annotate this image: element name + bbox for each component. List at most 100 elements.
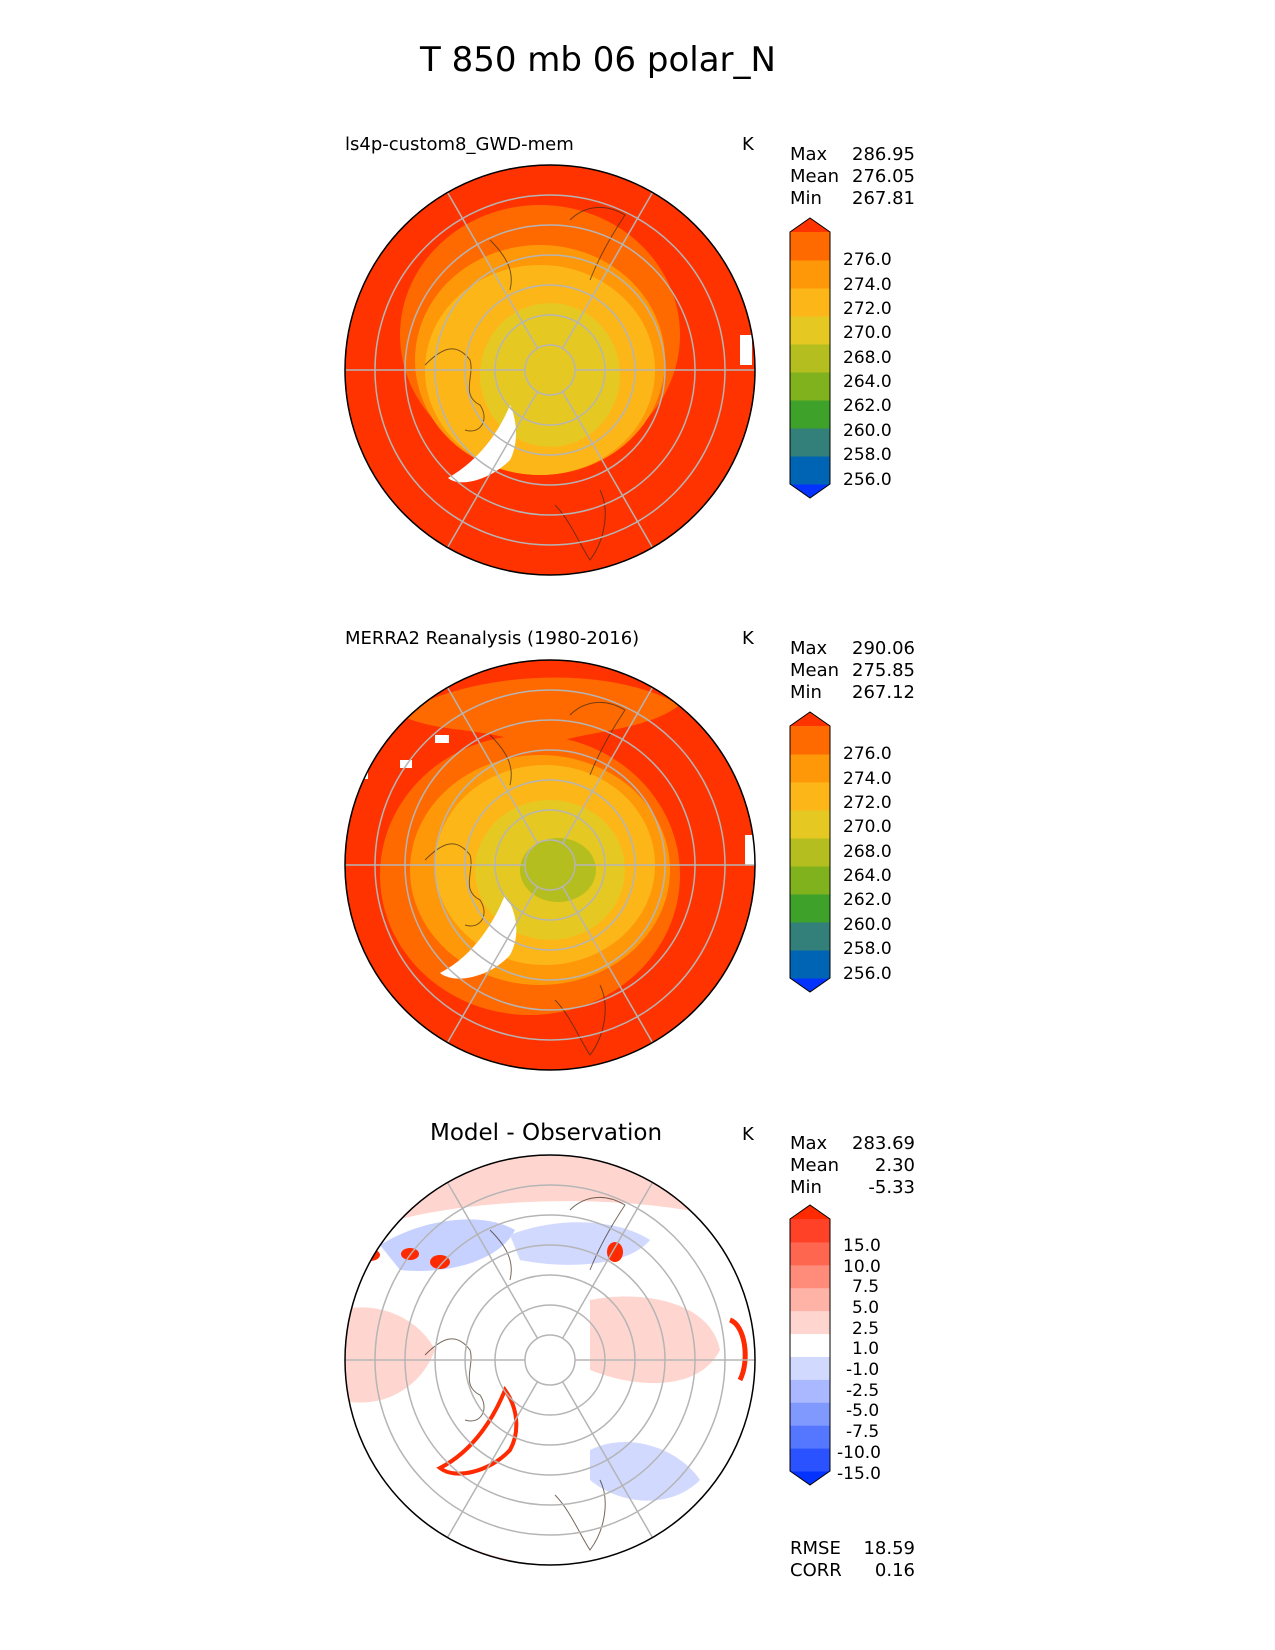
colorbar-band <box>790 232 830 261</box>
panel3-rmse-value: 18.59 <box>863 1538 915 1559</box>
colorbar-band <box>790 316 830 345</box>
panel3-cbar-tick: 2.5 <box>852 1319 880 1339</box>
colorbar-band <box>790 428 830 457</box>
panel2-coastlines <box>424 701 626 1056</box>
panel3-cbar-tick: -5.0 <box>846 1401 880 1421</box>
panel1-cbar-tick: 274.0 <box>843 275 892 295</box>
panel2-cbar-tick: 268.0 <box>843 842 892 862</box>
panel3-hotspot-5 <box>728 1317 748 1382</box>
panel1-max-value: 286.95 <box>852 144 915 165</box>
panel2-cbar-tick: 264.0 <box>843 866 892 886</box>
meridian-line <box>444 391 539 553</box>
panel2-mask-2 <box>400 760 412 768</box>
panel1-cbar-tick: 276.0 <box>843 250 892 270</box>
meridian-line <box>561 187 656 349</box>
panel1-max-label: Max <box>790 144 828 165</box>
panel1-cbar-tick: 260.0 <box>843 421 892 441</box>
panel2-mean-value: 275.85 <box>852 660 915 681</box>
panel3-max-label: Max <box>790 1133 828 1154</box>
panel1-colorbar <box>789 217 831 499</box>
colorbar-extend-high <box>790 712 830 726</box>
panel3-max-value: 283.69 <box>852 1133 915 1154</box>
panel3-cbar-tick: -7.5 <box>846 1422 880 1442</box>
panel1-mask-left <box>345 280 358 292</box>
panel3-graticule <box>345 1177 755 1543</box>
panel1-units: K <box>742 134 754 155</box>
meridian-line <box>444 1381 539 1543</box>
panel1-mean-label: Mean <box>790 166 840 187</box>
panel3-warm-ring-right <box>590 1296 720 1384</box>
panel1-cbar-tick: 268.0 <box>843 348 892 368</box>
colorbar-band <box>790 288 830 317</box>
meridian-line <box>561 886 656 1048</box>
panel3-cbar-tick: 15.0 <box>843 1236 881 1256</box>
panel1-map <box>344 164 756 576</box>
panel2-mask-1 <box>435 735 449 743</box>
panel2-warm-band <box>400 677 680 750</box>
meridian-line <box>444 886 539 1048</box>
colorbar-outline <box>789 217 831 499</box>
panel2-max-value: 290.06 <box>852 638 915 659</box>
panel2-graticule <box>345 682 755 1048</box>
panel3-min-label: Min <box>790 1177 822 1198</box>
panel3-mean-value: 2.30 <box>874 1155 915 1176</box>
panel3-cbar-tick: 1.0 <box>852 1339 880 1359</box>
panel1-mean-value: 276.05 <box>852 166 915 187</box>
panel1-graticule <box>345 187 755 553</box>
colorbar-band <box>790 400 830 429</box>
panel3-hotspot-3 <box>607 1242 623 1262</box>
colorbar-extend-low <box>790 484 830 498</box>
panel2-cbar-tick: 260.0 <box>843 915 892 935</box>
colorbar-band <box>790 1425 830 1449</box>
panel3-greenland-edge <box>436 1385 519 1476</box>
meridian-line <box>444 1177 539 1339</box>
panel3-cbar-tick: 5.0 <box>852 1298 880 1318</box>
colorbar-band <box>790 1219 830 1243</box>
panel1-min-label: Min <box>790 188 822 209</box>
panel3-corr-label: CORR <box>790 1560 842 1581</box>
panel2-colorbar <box>789 711 831 993</box>
colorbar-band <box>790 950 830 979</box>
colorbar-band <box>790 456 830 485</box>
panel3-coastlines <box>424 1196 626 1551</box>
colorbar-band <box>790 1310 830 1335</box>
panel2-title: MERRA2 Reanalysis (1980-2016) <box>345 628 640 649</box>
meridian-line <box>561 682 656 844</box>
colorbar-outline <box>789 711 831 993</box>
panel3-cbar-tick: 10.0 <box>843 1257 881 1277</box>
colorbar-outline <box>789 1204 831 1486</box>
panel3-min-value: -5.33 <box>868 1177 915 1198</box>
panel3-map <box>344 1154 756 1566</box>
panel2-cbar-tick: 274.0 <box>843 769 892 789</box>
colorbar-band <box>790 1356 830 1380</box>
meridian-line <box>561 1177 656 1339</box>
panel3-rmse-label: RMSE <box>790 1538 841 1559</box>
colorbar-band <box>790 782 830 811</box>
meridian-line <box>444 187 539 349</box>
colorbar-band <box>790 1287 830 1312</box>
colorbar-band <box>790 810 830 839</box>
panel3-cbar-tick: -15.0 <box>837 1464 881 1484</box>
panel2-cbar-tick: 256.0 <box>843 964 892 984</box>
meridian-line <box>444 682 539 844</box>
panel1-coastlines <box>424 206 626 561</box>
panel1-title: ls4p-custom8_GWD-mem <box>345 134 574 155</box>
panel1-min-value: 267.81 <box>852 188 915 209</box>
panel2-cbar-tick: 276.0 <box>843 744 892 764</box>
panel2-core-266 <box>520 838 596 902</box>
panel1-cbar-tick: 270.0 <box>843 323 892 343</box>
panel3-cbar-tick: -1.0 <box>846 1360 880 1380</box>
panel1-cbar-tick: 256.0 <box>843 470 892 490</box>
colorbar-extend-low <box>790 978 830 992</box>
colorbar-band <box>790 1402 830 1426</box>
panel3-cbar-tick: -10.0 <box>837 1443 881 1463</box>
panel1-cap-270 <box>480 303 620 447</box>
panel3-colorbar <box>789 1204 831 1486</box>
panel2-min-label: Min <box>790 682 822 703</box>
panel1-cbar-tick: 262.0 <box>843 396 892 416</box>
colorbar-band <box>790 838 830 867</box>
panel2-cbar-tick: 262.0 <box>843 890 892 910</box>
figure-title: T 850 mb 06 polar_N <box>420 40 776 80</box>
colorbar-band <box>790 260 830 289</box>
panel1-greenland-mask <box>448 405 516 483</box>
